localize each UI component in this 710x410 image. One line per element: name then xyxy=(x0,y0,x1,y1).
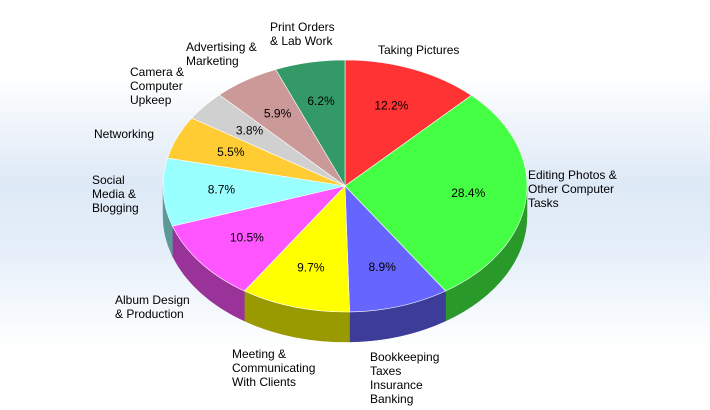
value-label: 5.5% xyxy=(217,145,245,159)
value-label: 10.5% xyxy=(230,230,264,244)
category-label: Album Design & Production xyxy=(115,293,190,321)
category-label: Print Orders & Lab Work xyxy=(270,20,335,48)
slice xyxy=(344,95,528,292)
category-label: Networking xyxy=(94,127,155,141)
slice xyxy=(344,59,472,187)
category-label: Editing Photos & Other Computer Tasks xyxy=(528,168,617,210)
category-label: Meeting & Communicating With Clients xyxy=(232,347,316,389)
value-label: 3.8% xyxy=(236,124,264,138)
slice xyxy=(243,185,350,313)
slice xyxy=(172,185,346,292)
value-label: 9.7% xyxy=(297,261,325,275)
value-label: 6.2% xyxy=(307,94,335,108)
category-label: Bookkeeping Taxes Insurance Banking xyxy=(370,350,440,406)
slice xyxy=(344,185,447,313)
slice xyxy=(162,157,346,227)
value-label: 5.9% xyxy=(264,106,292,120)
category-label: Social Media & Blogging xyxy=(92,173,139,215)
value-label: 12.2% xyxy=(374,99,408,113)
category-label: Camera & Computer Upkeep xyxy=(130,65,185,107)
value-label: 8.7% xyxy=(208,182,236,196)
value-label: 28.4% xyxy=(451,186,485,200)
category-label: Advertising & Marketing xyxy=(186,40,257,68)
category-label: Taking Pictures xyxy=(378,43,460,57)
slice xyxy=(275,59,346,188)
value-label: 8.9% xyxy=(369,260,397,274)
